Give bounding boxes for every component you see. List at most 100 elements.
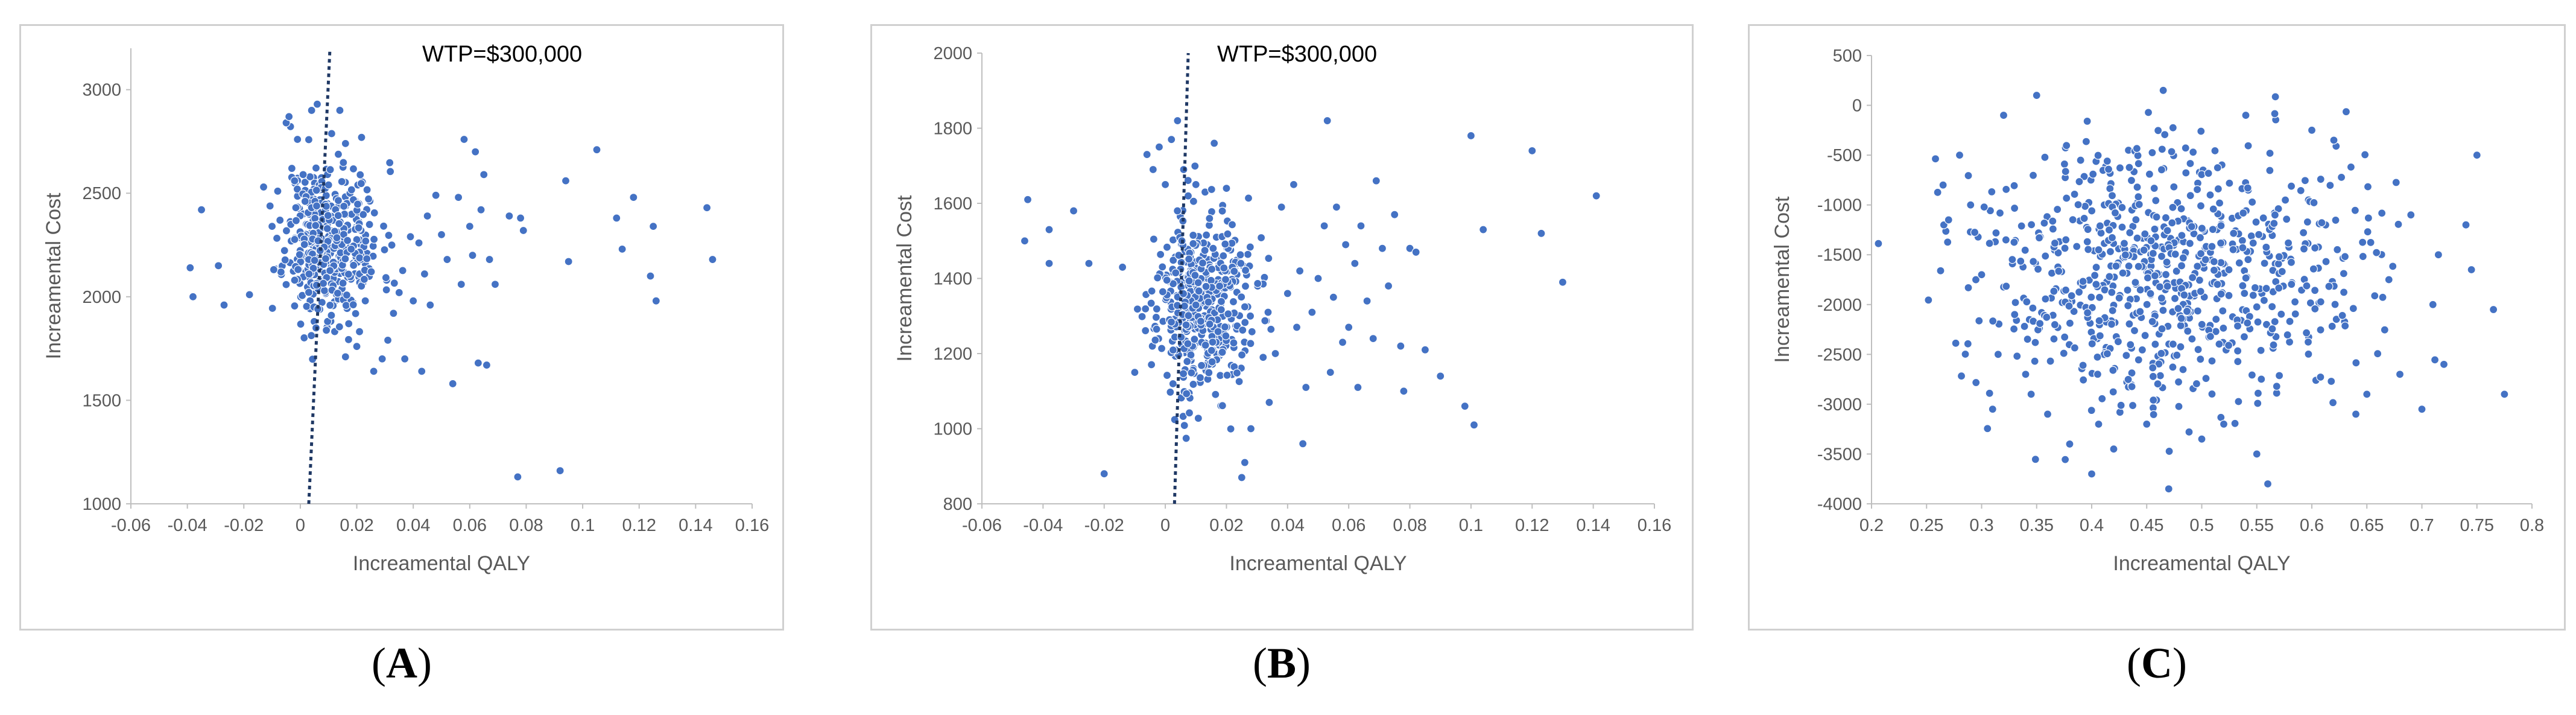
data-point — [356, 179, 366, 188]
data-point — [1138, 312, 1147, 321]
data-point — [454, 192, 463, 202]
data-point — [1299, 439, 1308, 448]
data-point — [1241, 282, 1250, 291]
data-point — [2083, 308, 2092, 317]
data-point — [2299, 244, 2309, 253]
data-point — [2142, 300, 2151, 309]
data-point — [2106, 247, 2115, 256]
data-point — [2164, 485, 2173, 494]
data-point — [2321, 257, 2331, 266]
data-point — [2257, 375, 2266, 384]
data-point — [2296, 186, 2305, 195]
data-point — [323, 224, 332, 233]
data-point — [2103, 156, 2112, 166]
y-tick-label: 3000 — [82, 81, 121, 100]
data-point — [2241, 110, 2250, 120]
data-point — [1118, 262, 1127, 272]
data-point — [2207, 357, 2217, 366]
data-point — [1182, 434, 1191, 443]
data-point — [2040, 218, 2049, 227]
data-point — [2001, 235, 2010, 244]
data-point — [293, 135, 302, 144]
y-tick-label: -500 — [1827, 146, 1862, 165]
data-point — [2106, 184, 2115, 193]
data-point — [2134, 262, 2143, 271]
data-point — [1241, 318, 1250, 327]
data-point — [2023, 335, 2032, 344]
data-point — [2384, 275, 2393, 284]
data-point — [1257, 233, 1266, 243]
data-point — [1390, 210, 1399, 219]
data-point — [2169, 182, 2179, 191]
data-point — [2065, 439, 2074, 449]
data-point — [2163, 226, 2172, 235]
data-point — [2078, 361, 2087, 370]
data-point — [2065, 302, 2074, 311]
data-point — [2133, 151, 2142, 160]
data-point — [1874, 239, 1883, 248]
data-point — [2243, 183, 2252, 192]
data-point — [2031, 338, 2040, 347]
data-point — [2020, 322, 2029, 331]
data-point — [1202, 230, 1211, 240]
data-point — [2150, 271, 2159, 281]
data-point — [2307, 126, 2317, 135]
data-point — [2069, 307, 2078, 316]
y-tick-label: -4000 — [1817, 495, 1862, 514]
data-point — [1295, 266, 1305, 276]
data-point — [2351, 410, 2361, 419]
data-point — [2268, 324, 2277, 334]
data-point — [2116, 401, 2125, 410]
data-point — [1142, 150, 1151, 159]
data-point — [1156, 250, 1165, 259]
data-point — [2097, 229, 2106, 238]
data-point — [1133, 305, 1142, 314]
data-point — [2059, 349, 2068, 358]
data-point — [1100, 469, 1109, 478]
data-point — [2083, 237, 2092, 246]
data-point — [2124, 301, 2133, 310]
data-point — [1218, 206, 1227, 215]
data-point — [311, 221, 320, 230]
data-point — [2179, 365, 2188, 374]
data-point — [1245, 243, 1255, 252]
data-point — [1130, 368, 1139, 377]
data-point — [339, 158, 348, 167]
data-point — [1944, 215, 1953, 224]
data-point — [1153, 273, 1162, 282]
data-point — [2489, 305, 2498, 314]
data-point — [1217, 297, 1226, 306]
data-point — [2272, 382, 2281, 391]
data-point — [2187, 222, 2196, 231]
data-point — [2157, 349, 2166, 358]
data-point — [2196, 287, 2205, 296]
data-point — [2084, 245, 2093, 254]
data-point — [272, 234, 282, 243]
data-point — [2224, 341, 2233, 350]
x-tick-label: 0.1 — [1459, 516, 1483, 535]
data-point — [2010, 181, 2019, 190]
data-point — [1264, 254, 1273, 263]
data-point — [1243, 250, 1253, 259]
data-point — [1162, 276, 1171, 285]
data-point — [2350, 206, 2359, 215]
data-point — [1396, 342, 1405, 351]
data-point — [1259, 353, 1268, 362]
data-point — [448, 379, 457, 389]
data-point — [561, 176, 571, 185]
data-point — [2139, 246, 2148, 255]
data-point — [1326, 368, 1335, 377]
data-point — [2239, 332, 2249, 342]
data-point — [2235, 258, 2244, 267]
x-tick-label: 0.08 — [1393, 516, 1426, 535]
data-point — [2207, 242, 2217, 251]
y-axis-title: Increamental Cost — [42, 192, 65, 359]
data-point — [1182, 389, 1191, 398]
data-point — [2168, 123, 2177, 132]
data-point — [379, 221, 388, 230]
data-point — [2363, 227, 2372, 237]
data-point — [2157, 252, 2166, 261]
x-tick-label: -0.04 — [168, 516, 207, 535]
data-point — [2067, 291, 2076, 300]
data-point — [2173, 351, 2182, 360]
